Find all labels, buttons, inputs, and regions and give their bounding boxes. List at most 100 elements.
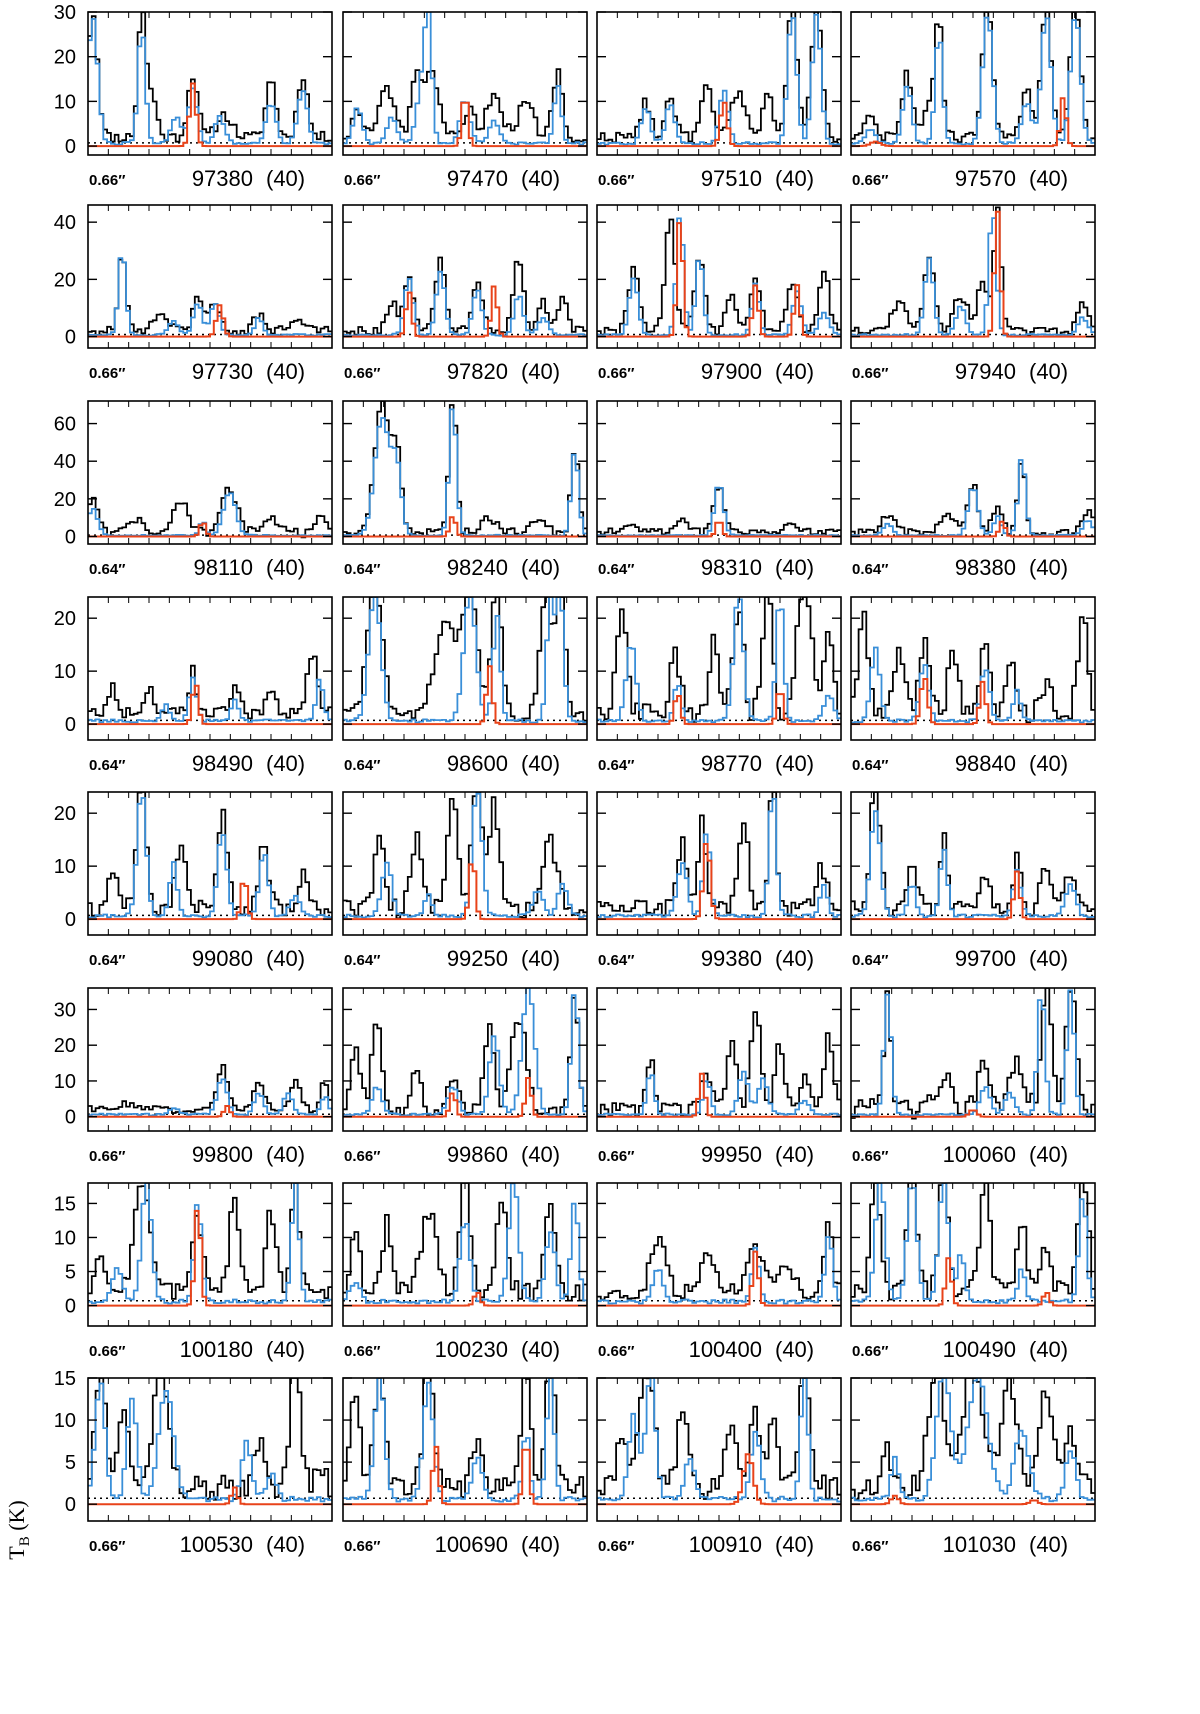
frequency-label: 98490 [192,751,253,776]
panel-plot-area [343,401,587,538]
beam-size-label: 0.64″ [344,952,380,969]
beam-size-label: 0.66″ [344,1538,380,1555]
model-all-spectrum [343,597,587,724]
beam-size-label: 0.66″ [344,1343,380,1360]
y-tick-label: 30 [54,999,76,1021]
beam-size-label: 0.64″ [598,952,634,969]
frequency-label: 100690 [435,1532,508,1557]
y-tick-label: 5 [65,1262,76,1284]
panel-plot-area [88,12,332,148]
model-species-spectrum [597,843,841,921]
model-species-spectrum [851,1494,1095,1506]
model-species-spectrum [88,882,332,921]
model-species-spectrum [88,684,332,726]
frequency-label: 100490 [943,1337,1016,1362]
model-all-spectrum [88,18,332,146]
y-tick-label: 10 [54,1227,76,1249]
panel-frame [87,11,333,156]
panel-plot-area [851,206,1095,338]
y-tick-label: 20 [54,1035,76,1057]
frequency-label: 97470 [447,166,508,191]
beam-size-label: 0.66″ [598,365,634,382]
spectrum-panel-99080: 0 10 20 0.64″ 99080 (40) [54,791,333,971]
panel-plot-area [597,486,841,538]
y-tick-label: 30 [54,2,76,24]
channel-width-label: (40) [521,946,560,971]
spectrum-panel-99950: 0.66″ 99950 (40) [596,987,842,1167]
panel-plot-area [851,1183,1095,1307]
model-species-spectrum [88,1486,332,1506]
model-species-spectrum [343,1077,587,1118]
channel-width-label: (40) [1029,555,1068,580]
frequency-label: 99080 [192,946,253,971]
frequency-label: 98380 [955,555,1016,580]
observed-spectrum [343,401,587,538]
observed-spectrum [343,792,587,920]
frequency-label: 97510 [701,166,762,191]
channel-width-label: (40) [1029,751,1068,776]
panel-plot-area [343,1183,587,1307]
model-species-spectrum [851,520,1095,538]
model-species-spectrum [343,516,587,538]
channel-width-label: (40) [1029,1142,1068,1167]
model-species-spectrum [851,210,1095,338]
channel-width-label: (40) [775,1142,814,1167]
channel-width-label: (40) [266,359,305,384]
frequency-label: 100910 [689,1532,762,1557]
y-tick-label: 20 [54,489,76,511]
panel-frame [87,204,333,349]
observed-spectrum [597,792,841,917]
observed-spectrum [88,486,332,539]
panel-plot-area [343,1378,587,1506]
model-species-spectrum [88,304,332,338]
y-tick-label: 20 [54,803,76,825]
model-all-spectrum [597,486,841,537]
panel-plot-area [597,217,841,338]
panel-frame [596,1182,842,1327]
observed-spectrum [88,1183,332,1300]
spectrum-panel-97470: 0.66″ 97470 (40) [342,11,588,191]
y-tick-label: 60 [54,414,76,436]
observed-spectrum [88,792,332,917]
y-tick-label: 20 [54,47,76,69]
channel-width-label: (40) [1029,946,1068,971]
channel-width-label: (40) [521,751,560,776]
spectrum-panel-101030: 0.66″ 101030 (40) [850,1377,1096,1557]
model-species-spectrum [88,1105,332,1118]
model-all-spectrum [597,1070,841,1117]
beam-size-label: 0.66″ [89,1343,125,1360]
channel-width-label: (40) [266,1337,305,1362]
model-all-spectrum [597,598,841,723]
channel-width-label: (40) [266,751,305,776]
spectrum-panel-98840: 0.64″ 98840 (40) [850,596,1096,776]
frequency-label: 100530 [180,1532,253,1557]
panel-plot-area [88,1378,332,1506]
panel-plot-area [597,597,841,726]
panel-plot-area [597,1011,841,1118]
spectrum-panel-97820: 0.66″ 97820 (40) [342,204,588,384]
model-all-spectrum [88,1078,332,1117]
channel-width-label: (40) [266,555,305,580]
y-tick-label: 15 [54,1368,76,1390]
spectrum-panel-97570: 0.66″ 97570 (40) [850,11,1096,191]
frequency-label: 99380 [701,946,762,971]
observed-spectrum [851,1378,1095,1501]
panel-plot-area [343,256,587,338]
model-species-spectrum [343,285,587,338]
observed-spectrum [851,792,1095,917]
model-all-spectrum [851,646,1095,724]
observed-spectrum [851,1183,1095,1301]
panel-plot-area [343,792,587,921]
spectrum-panel-98380: 0.64″ 98380 (40) [850,400,1096,580]
channel-width-label: (40) [775,1337,814,1362]
model-all-spectrum [597,1378,841,1503]
observed-spectrum [597,1221,841,1301]
model-all-spectrum [88,676,332,724]
beam-size-label: 0.66″ [598,1343,634,1360]
model-species-spectrum [597,101,841,148]
model-all-spectrum [343,988,587,1117]
model-species-spectrum [851,870,1095,921]
model-species-spectrum [597,222,841,338]
model-species-spectrum [343,1292,587,1307]
panel-plot-area [851,12,1095,148]
